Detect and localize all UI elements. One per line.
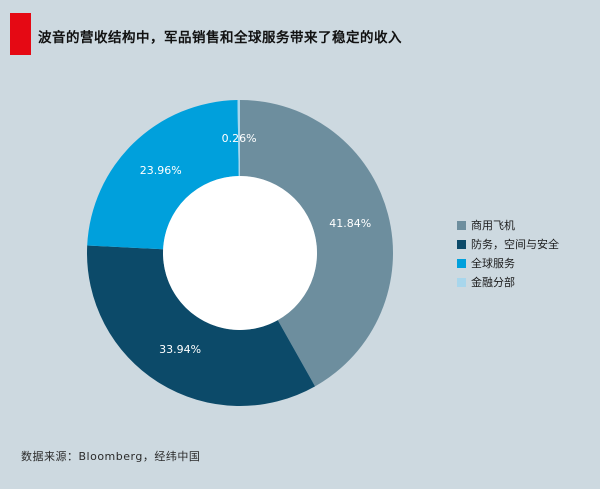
legend-item-0: 商用飞机 <box>457 219 559 232</box>
donut-chart-area: 41.84% 33.94% 23.96% 0.26% <box>80 93 400 413</box>
legend-label: 防务，空间与安全 <box>471 238 559 251</box>
chart-legend: 商用飞机防务，空间与安全 全球服务金融分部 <box>457 219 559 295</box>
slice-percent-label: 41.84% <box>329 217 371 230</box>
legend-item-3: 金融分部 <box>457 276 559 289</box>
legend-marker <box>457 220 466 230</box>
data-source-note: 数据来源：Bloomberg，经纬中国 <box>21 450 201 463</box>
slice-percent-label: 0.26% <box>222 132 257 145</box>
slice-percent-label: 33.94% <box>159 343 201 356</box>
pie-slice-2 <box>87 100 239 250</box>
legend-item-1: 防务，空间与安全 <box>457 238 559 251</box>
legend-label: 商用飞机 <box>471 219 515 232</box>
title-accent-bar <box>10 13 31 55</box>
legend-item-2: 全球服务 <box>457 257 559 270</box>
pie-slice-1 <box>87 245 316 406</box>
pie-slice-3 <box>237 100 240 177</box>
donut-chart: 41.84% 33.94% 23.96% 0.26% <box>87 100 393 406</box>
legend-marker <box>457 239 466 249</box>
pie-slice-0 <box>240 100 393 387</box>
slice-percent-label: 23.96% <box>140 164 182 177</box>
chart-title: 波音的营收结构中，军品销售和全球服务带来了稳定的收入 <box>38 30 402 46</box>
donut-hole <box>163 176 317 330</box>
legend-marker <box>457 277 466 287</box>
legend-label: 金融分部 <box>471 276 515 289</box>
legend-label: 全球服务 <box>471 257 515 270</box>
legend-marker <box>457 258 466 268</box>
